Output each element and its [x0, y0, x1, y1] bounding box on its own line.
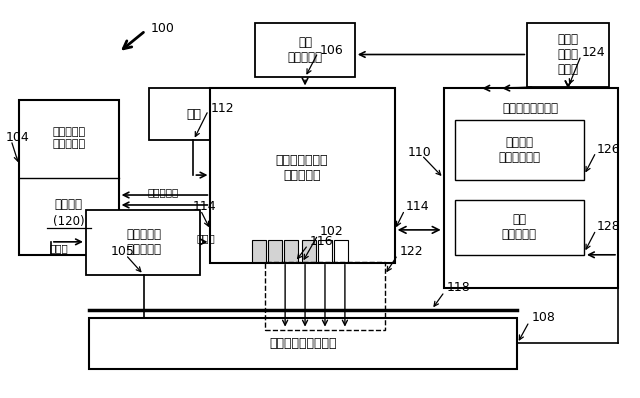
Text: 114: 114 [406, 201, 429, 213]
Text: 測定
モジュール: 測定 モジュール [502, 213, 537, 241]
Text: 105: 105 [111, 245, 134, 258]
Text: 戻りインク: 戻りインク [148, 187, 179, 197]
Text: 122: 122 [400, 245, 423, 258]
Text: 104: 104 [6, 131, 30, 144]
Bar [527, 23, 609, 88]
Text: インク調節
アセンブリ: インク調節 アセンブリ [126, 228, 161, 256]
Bar [86, 210, 200, 275]
Text: 電子コントローラ: 電子コントローラ [502, 102, 558, 115]
Bar [211, 88, 395, 263]
Text: バイアス
アルゴリズム: バイアス アルゴリズム [499, 136, 540, 164]
Text: 118: 118 [447, 281, 470, 294]
Text: 128: 128 [597, 220, 621, 233]
Text: 106: 106 [320, 44, 344, 57]
Text: 搭載
アセンブリ: 搭載 アセンブリ [287, 35, 323, 64]
Bar [19, 100, 118, 255]
Text: 124: 124 [582, 46, 605, 59]
Text: 116: 116 [310, 235, 333, 248]
Bar [444, 88, 618, 288]
Text: リザーバ: リザーバ [55, 199, 83, 211]
Text: プリントヘッド
アセンブリ: プリントヘッド アセンブリ [276, 154, 328, 182]
Text: 112: 112 [211, 102, 234, 115]
Bar [255, 23, 355, 78]
Bar [268, 240, 282, 262]
Bar [148, 88, 238, 140]
Text: ホスト
からの
データ: ホスト からの データ [557, 33, 579, 76]
Bar [284, 240, 298, 262]
Bar [454, 200, 584, 255]
Bar [302, 240, 316, 262]
Bar [334, 240, 348, 262]
Bar [265, 262, 385, 330]
Text: 102: 102 [320, 225, 344, 238]
Bar [252, 240, 266, 262]
Text: 100: 100 [150, 22, 175, 35]
Text: 媒体搬送アセンブリ: 媒体搬送アセンブリ [269, 337, 337, 350]
Text: 電源: 電源 [186, 108, 201, 121]
Text: インク供給
アセンブリ: インク供給 アセンブリ [52, 127, 86, 149]
Bar [454, 120, 584, 180]
Text: 108: 108 [531, 311, 555, 324]
Bar [89, 318, 517, 369]
Text: インク: インク [196, 233, 215, 243]
Text: インク: インク [49, 243, 68, 253]
Text: 126: 126 [597, 142, 621, 156]
Text: (120): (120) [53, 215, 84, 228]
Text: 110: 110 [408, 146, 431, 159]
Bar [318, 240, 332, 262]
Text: 114: 114 [193, 201, 216, 213]
